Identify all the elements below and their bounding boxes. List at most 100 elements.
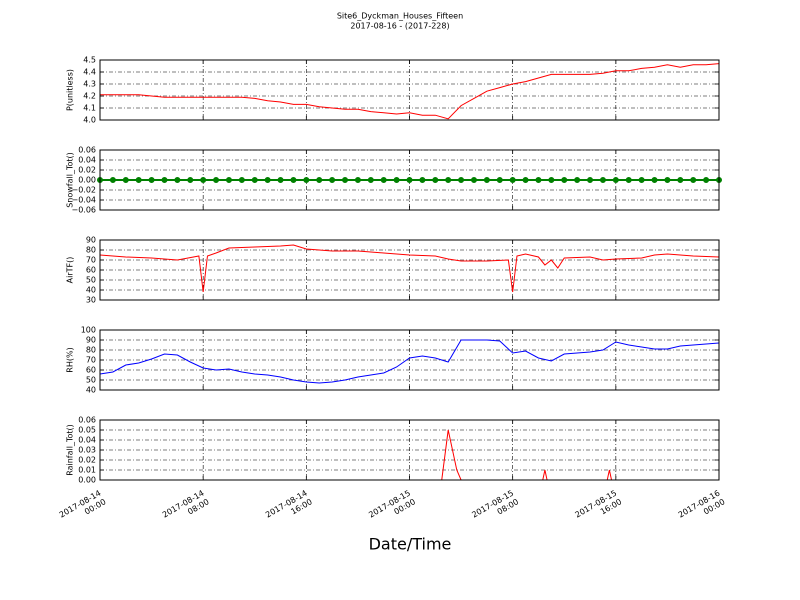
data-point — [548, 177, 555, 183]
y-tick-label: 90 — [86, 236, 96, 245]
data-point — [599, 177, 606, 183]
data-point — [625, 177, 632, 183]
y-tick-label: 0.01 — [78, 466, 96, 475]
y-tick-label: 0.04 — [78, 436, 96, 445]
y-tick-label: 90 — [86, 336, 96, 345]
y-tick-label: −0.04 — [71, 196, 96, 205]
y-tick-label: 70 — [86, 356, 96, 365]
y-tick-label: −0.02 — [71, 186, 96, 195]
x-axis-label: Date/Time — [369, 535, 452, 554]
y-tick-label: 4.1 — [83, 104, 96, 113]
x-tick-label: 2017-08-1400:00 — [57, 488, 107, 528]
data-line — [100, 429, 719, 481]
data-point — [264, 177, 271, 183]
data-point — [561, 177, 568, 183]
y-tick-label: −0.06 — [71, 206, 96, 215]
y-tick-label: 0.02 — [78, 456, 96, 465]
data-point — [393, 177, 400, 183]
y-tick-label: 0.00 — [78, 476, 96, 485]
data-line — [99, 244, 720, 293]
data-point — [122, 177, 129, 183]
data-point — [238, 177, 245, 183]
data-point — [135, 177, 142, 183]
y-tick-label: 40 — [86, 286, 96, 295]
y-tick-label: 0.05 — [78, 426, 96, 435]
x-tick-label: 2017-08-1500:00 — [367, 488, 417, 528]
y-tick-label: 0.06 — [78, 146, 96, 155]
data-point — [316, 177, 323, 183]
x-tick-label: 2017-08-1408:00 — [161, 488, 211, 528]
y-axis-label: AirTF() — [66, 257, 75, 284]
data-point — [651, 177, 658, 183]
data-point — [677, 177, 684, 183]
data-point — [251, 177, 258, 183]
y-tick-label: 100 — [81, 326, 96, 335]
data-point — [432, 177, 439, 183]
figure-subtitle: 2017-08-16 - (2017-228) — [350, 22, 449, 31]
y-tick-label: 0.06 — [78, 416, 96, 425]
data-point — [419, 177, 426, 183]
data-point — [587, 177, 594, 183]
y-tick-label: 70 — [86, 256, 96, 265]
data-point — [200, 177, 207, 183]
y-tick-label: 40 — [86, 386, 96, 395]
y-axis-label: Snowfall_Tot() — [66, 152, 75, 208]
data-point — [406, 177, 413, 183]
data-point — [535, 177, 542, 183]
y-tick-label: 80 — [86, 246, 96, 255]
data-point — [290, 177, 297, 183]
data-point — [445, 177, 452, 183]
y-tick-label: 0.00 — [78, 176, 96, 185]
data-point — [664, 177, 671, 183]
plot-frame — [99, 329, 720, 391]
y-tick-label: 30 — [86, 296, 96, 305]
data-point — [109, 177, 116, 183]
x-tick-label: 2017-08-1416:00 — [264, 488, 314, 528]
x-tick-label: 2017-08-1600:00 — [676, 488, 726, 528]
y-axis-label: Rainfall_Tot() — [66, 424, 75, 476]
data-point — [483, 177, 490, 183]
data-point — [638, 177, 645, 183]
data-point — [574, 177, 581, 183]
y-tick-label: 4.3 — [83, 80, 96, 89]
data-point — [303, 177, 310, 183]
y-tick-label: 60 — [86, 266, 96, 275]
y-axis-label: P(unitless) — [66, 69, 75, 111]
y-tick-label: 0.04 — [78, 156, 96, 165]
data-line — [100, 63, 720, 120]
data-point — [470, 177, 477, 183]
y-tick-label: 4.2 — [83, 92, 96, 101]
data-point — [148, 177, 155, 183]
data-point — [277, 177, 284, 183]
y-tick-label: 4.0 — [83, 116, 96, 125]
data-point — [612, 177, 619, 183]
y-tick-label: 60 — [86, 366, 96, 375]
y-tick-label: 80 — [86, 346, 96, 355]
data-point — [225, 177, 232, 183]
data-line — [99, 339, 720, 384]
plot-frame — [99, 239, 720, 301]
y-tick-label: 4.4 — [83, 68, 96, 77]
data-point — [329, 177, 336, 183]
y-tick-label: 50 — [86, 376, 96, 385]
data-point — [380, 177, 387, 183]
data-point — [367, 177, 374, 183]
data-point — [509, 177, 516, 183]
plot-frame — [99, 59, 720, 121]
data-point — [213, 177, 220, 183]
y-tick-label: 0.02 — [78, 166, 96, 175]
x-tick-label: 2017-08-1508:00 — [470, 488, 520, 528]
y-tick-label: 4.5 — [83, 56, 96, 65]
data-point — [161, 177, 168, 183]
data-point — [703, 177, 710, 183]
figure-title: Site6_Dyckman_Houses_Fifteen — [337, 12, 463, 21]
y-axis-label: RH(%) — [66, 347, 75, 372]
data-point — [458, 177, 465, 183]
data-point — [496, 177, 503, 183]
data-point — [354, 177, 361, 183]
data-point — [342, 177, 349, 183]
plot-frame — [99, 149, 720, 211]
data-point — [187, 177, 194, 183]
x-tick-label: 2017-08-1516:00 — [573, 488, 623, 528]
